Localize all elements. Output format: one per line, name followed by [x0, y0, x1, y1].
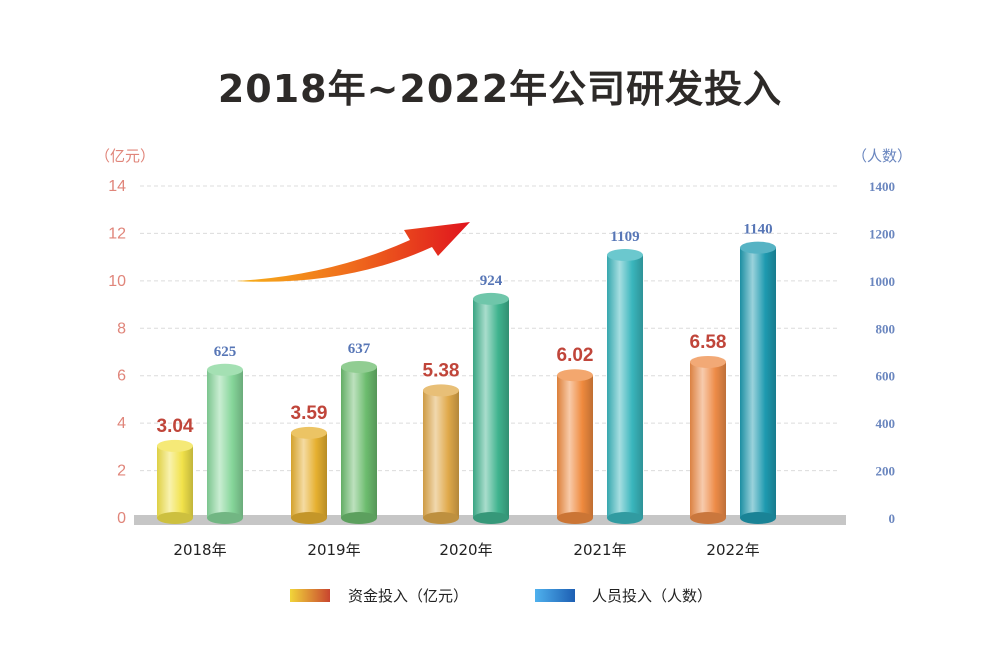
y-right-tick: 800 [876, 321, 896, 336]
y-left-unit: （亿元） [95, 147, 155, 165]
trend-arrow [236, 222, 470, 282]
x-tick-label: 2021年 [573, 541, 626, 559]
data-label-personnel: 625 [214, 344, 237, 360]
bar-investment [157, 439, 193, 524]
bar-personnel [473, 292, 509, 524]
y-right-unit: （人数） [852, 147, 912, 165]
x-tick-label: 2019年 [307, 541, 360, 559]
y-left-tick: 14 [108, 178, 126, 195]
bar-investment [690, 355, 726, 524]
y-right-tick: 600 [876, 369, 896, 384]
legend-label-investment: 资金投入（亿元） [348, 587, 468, 605]
bar-personnel [341, 360, 377, 524]
y-right-tick: 400 [876, 416, 896, 431]
y-right-tick: 1000 [869, 274, 895, 289]
chart-title: 2018年~2022年公司研发投入 [217, 67, 783, 111]
data-label-personnel: 637 [348, 341, 371, 357]
y-left-tick: 12 [108, 225, 126, 242]
data-label-investment: 3.04 [157, 416, 194, 437]
data-label-investment: 6.58 [690, 332, 727, 353]
y-left-tick: 10 [108, 273, 126, 290]
y-left-tick: 8 [117, 320, 126, 337]
data-label-personnel: 1109 [610, 229, 639, 245]
data-label-investment: 5.38 [423, 360, 460, 381]
bar-investment [557, 369, 593, 524]
bar-investment [423, 384, 459, 524]
y-left-tick: 6 [117, 368, 126, 385]
y-right-tick: 1400 [869, 179, 895, 194]
y-left-tick: 4 [117, 415, 126, 432]
legend-label-personnel: 人员投入（人数） [592, 587, 712, 605]
data-label-investment: 3.59 [291, 403, 328, 424]
y-left-tick: 0 [117, 510, 126, 527]
data-label-personnel: 1140 [743, 222, 772, 238]
legend-swatch-investment [290, 589, 330, 602]
x-tick-label: 2022年 [706, 541, 759, 559]
bar-personnel [607, 249, 643, 524]
bar-personnel [740, 241, 776, 524]
legend-swatch-personnel [535, 589, 575, 602]
bar-investment [291, 426, 327, 524]
y-right-tick: 1200 [869, 226, 895, 241]
x-tick-label: 2018年 [173, 541, 226, 559]
data-label-personnel: 924 [480, 273, 503, 289]
y-right-tick: 0 [889, 511, 896, 526]
y-right-tick: 200 [876, 464, 896, 479]
y-left-tick: 2 [117, 463, 126, 480]
bar-personnel [207, 363, 243, 524]
data-label-investment: 6.02 [557, 345, 594, 366]
x-tick-label: 2020年 [439, 541, 492, 559]
